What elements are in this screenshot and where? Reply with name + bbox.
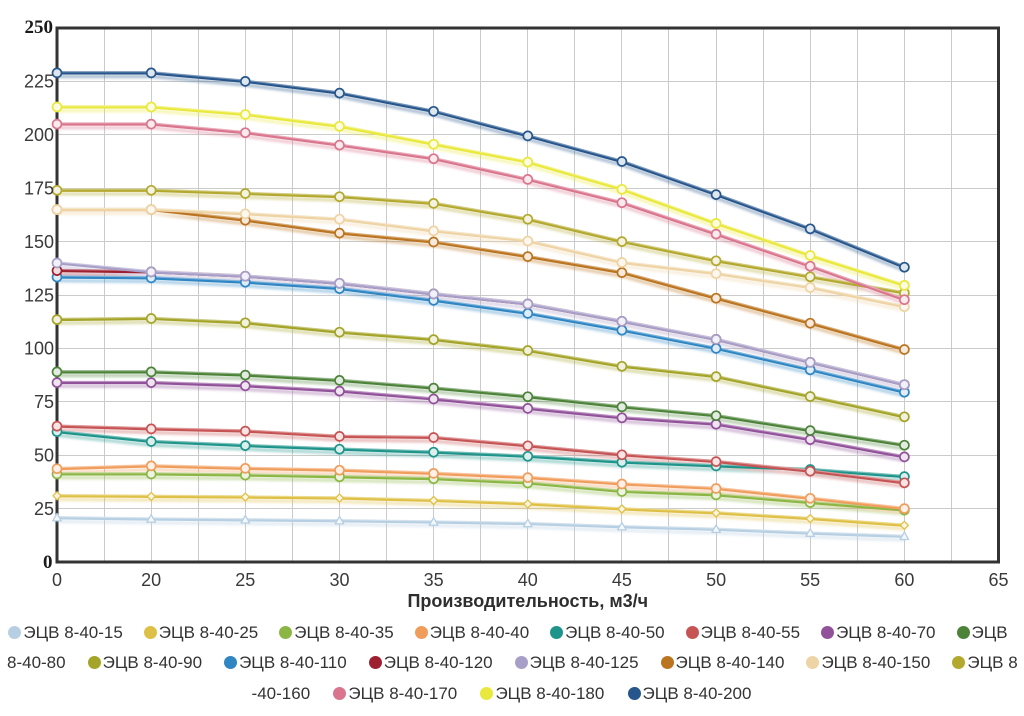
svg-text:20: 20: [141, 570, 161, 590]
svg-text:25: 25: [235, 570, 255, 590]
svg-text:40: 40: [518, 570, 538, 590]
svg-text:150: 150: [24, 232, 54, 252]
svg-text:0: 0: [43, 552, 53, 573]
svg-text:55: 55: [800, 570, 820, 590]
svg-text:100: 100: [24, 339, 54, 359]
svg-text:225: 225: [24, 72, 54, 92]
svg-text:50: 50: [34, 446, 54, 466]
svg-text:Производительность, м3/ч: Производительность, м3/ч: [407, 591, 648, 611]
svg-text:45: 45: [612, 570, 632, 590]
svg-text:35: 35: [424, 570, 444, 590]
svg-text:75: 75: [34, 392, 54, 412]
svg-text:25: 25: [34, 499, 54, 519]
svg-text:65: 65: [988, 570, 1008, 590]
svg-text:125: 125: [24, 285, 54, 305]
svg-text:200: 200: [24, 125, 54, 145]
svg-text:50: 50: [706, 570, 726, 590]
svg-text:0: 0: [52, 570, 62, 590]
svg-text:175: 175: [24, 179, 54, 199]
svg-text:60: 60: [894, 570, 914, 590]
svg-text:30: 30: [329, 570, 349, 590]
svg-text:250: 250: [25, 17, 54, 38]
